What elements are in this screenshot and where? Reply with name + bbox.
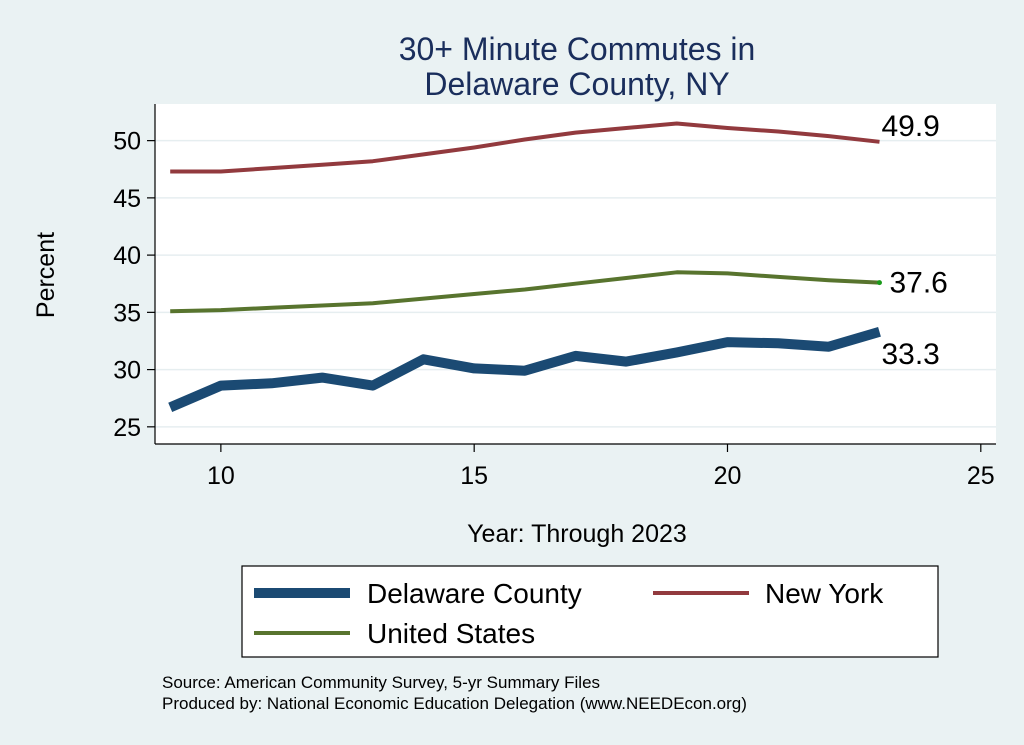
y-axis-label: Percent [32, 232, 60, 318]
end-label-united-states: 37.6 [889, 267, 947, 300]
end-point-united-states [876, 280, 882, 286]
end-label-new-york: 49.9 [881, 110, 939, 143]
y-tick-label-40: 40 [113, 242, 141, 270]
y-tick-label-25: 25 [113, 414, 141, 442]
x-tick-label-10: 10 [207, 462, 235, 490]
gridlines [155, 139, 996, 428]
legend-box [241, 565, 939, 658]
x-axis-label: Year: Through 2023 [467, 520, 687, 548]
series-line-new-york [170, 121, 880, 174]
x-axis-ticks: 10 15 20 25 [207, 444, 995, 490]
legend-label-united-states: United States [367, 618, 535, 649]
plot-background [155, 104, 996, 444]
legend: Delaware County New York United States [254, 578, 884, 649]
y-axis-ticks: 25 30 35 40 45 50 [113, 128, 155, 442]
source-line-2: Produced by: National Economic Education… [162, 694, 747, 713]
end-label-delaware-county: 33.3 [881, 338, 939, 371]
series-line-united-states [170, 270, 880, 314]
x-tick-label-15: 15 [460, 462, 488, 490]
end-labels: 33.3 49.9 37.6 [881, 110, 947, 371]
legend-label-new-york: New York [765, 578, 884, 609]
legend-label-delaware-county: Delaware County [367, 578, 582, 609]
y-tick-label-30: 30 [113, 357, 141, 385]
x-tick-label-25: 25 [967, 462, 995, 490]
x-tick-label-20: 20 [714, 462, 742, 490]
y-tick-label-45: 45 [113, 185, 141, 213]
y-tick-label-35: 35 [113, 299, 141, 327]
series-line-delaware-county [168, 327, 881, 412]
chart-title-line-2: Delaware County, NY [424, 66, 729, 102]
y-tick-label-50: 50 [113, 128, 141, 156]
series-group [168, 121, 882, 412]
chart-title-line-1: 30+ Minute Commutes in [399, 31, 756, 67]
source-line-1: Source: American Community Survey, 5-yr … [162, 673, 600, 692]
